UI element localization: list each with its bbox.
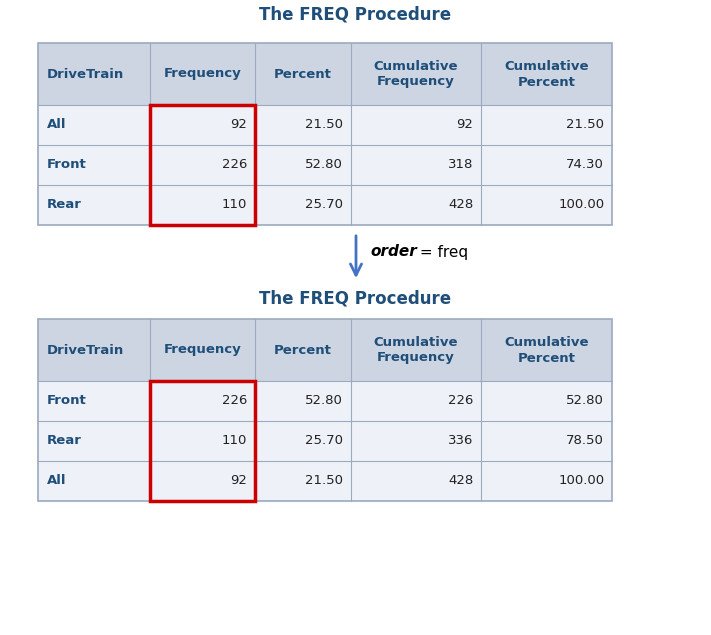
- Text: 110: 110: [222, 199, 247, 211]
- Text: Front: Front: [47, 159, 87, 171]
- Bar: [38, 43, 612, 105]
- Text: 52.80: 52.80: [305, 394, 343, 408]
- Text: Cumulative
Frequency: Cumulative Frequency: [374, 60, 459, 88]
- Text: 25.70: 25.70: [304, 434, 343, 448]
- Text: The FREQ Procedure: The FREQ Procedure: [260, 6, 451, 24]
- Text: 428: 428: [448, 474, 474, 488]
- Text: 92: 92: [230, 119, 247, 131]
- Text: DriveTrain: DriveTrain: [47, 344, 124, 356]
- Text: = freq: = freq: [415, 244, 468, 260]
- Text: 92: 92: [456, 119, 474, 131]
- Text: Front: Front: [47, 394, 87, 408]
- Text: order: order: [370, 244, 417, 260]
- Text: Frequency: Frequency: [164, 67, 241, 81]
- Text: 226: 226: [222, 159, 247, 171]
- Text: All: All: [47, 474, 67, 488]
- Text: Cumulative
Percent: Cumulative Percent: [505, 60, 589, 88]
- Text: 25.70: 25.70: [304, 199, 343, 211]
- Text: 21.50: 21.50: [304, 119, 343, 131]
- Bar: [38, 319, 612, 381]
- Text: Rear: Rear: [47, 199, 82, 211]
- Text: 78.50: 78.50: [567, 434, 604, 448]
- Text: 74.30: 74.30: [567, 159, 604, 171]
- Text: Percent: Percent: [274, 344, 332, 356]
- Text: Cumulative
Frequency: Cumulative Frequency: [374, 335, 459, 364]
- Text: 226: 226: [448, 394, 474, 408]
- Text: Rear: Rear: [47, 434, 82, 448]
- Bar: [149, 105, 255, 225]
- Text: The FREQ Procedure: The FREQ Procedure: [260, 290, 451, 308]
- Text: 336: 336: [448, 434, 474, 448]
- Bar: [149, 381, 255, 501]
- Bar: [38, 105, 612, 145]
- Text: Cumulative
Percent: Cumulative Percent: [505, 335, 589, 364]
- Text: 21.50: 21.50: [566, 119, 604, 131]
- Bar: [38, 185, 612, 225]
- Bar: [38, 145, 612, 185]
- Bar: [38, 43, 612, 225]
- Text: 52.80: 52.80: [305, 159, 343, 171]
- Text: 226: 226: [222, 394, 247, 408]
- Bar: [38, 461, 612, 501]
- Text: 21.50: 21.50: [304, 474, 343, 488]
- Text: 318: 318: [448, 159, 474, 171]
- Text: 100.00: 100.00: [558, 474, 604, 488]
- Text: Percent: Percent: [274, 67, 332, 81]
- Text: All: All: [47, 119, 67, 131]
- Bar: [38, 381, 612, 421]
- Text: 100.00: 100.00: [558, 199, 604, 211]
- Text: 428: 428: [448, 199, 474, 211]
- Text: Frequency: Frequency: [164, 344, 241, 356]
- Text: 92: 92: [230, 474, 247, 488]
- Text: 110: 110: [222, 434, 247, 448]
- Bar: [38, 421, 612, 461]
- Bar: [38, 319, 612, 501]
- Text: DriveTrain: DriveTrain: [47, 67, 124, 81]
- Text: 52.80: 52.80: [567, 394, 604, 408]
